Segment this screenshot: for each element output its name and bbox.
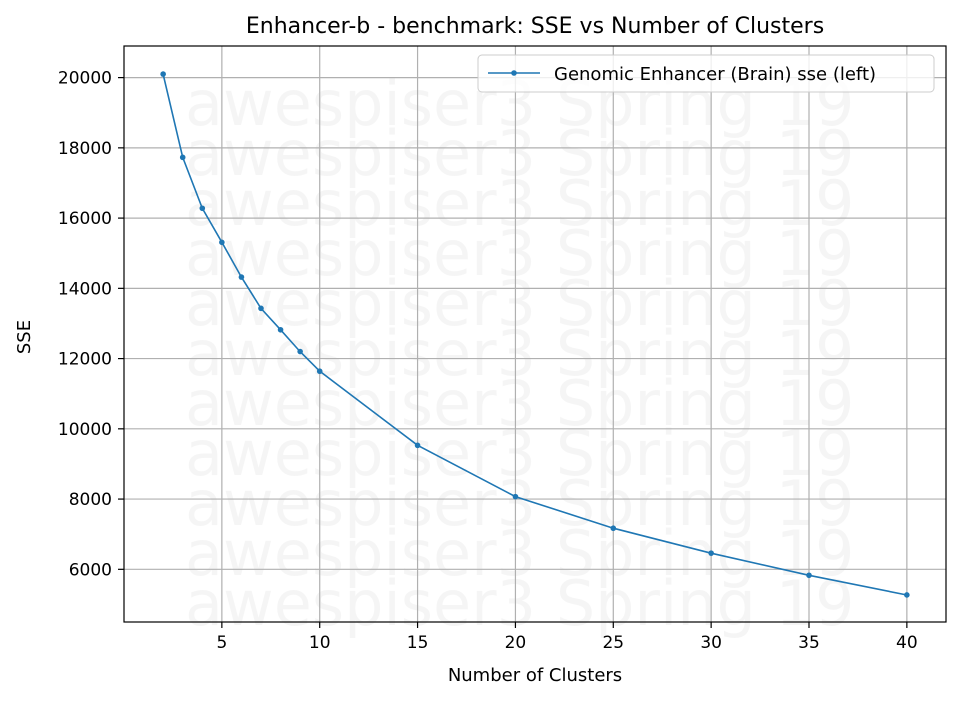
- y-tick-label: 10000: [58, 420, 112, 440]
- y-axis-label: SSE: [14, 320, 35, 354]
- legend-box: [477, 54, 935, 93]
- data-point: [708, 550, 714, 556]
- watermark-text: awespiser3 Spring 19: [185, 217, 855, 290]
- x-tick-label: 25: [602, 633, 624, 653]
- chart-title: Enhancer-b - benchmark: SSE vs Number of…: [246, 14, 824, 39]
- x-axis-label: Number of Clusters: [448, 665, 622, 686]
- data-point: [297, 348, 303, 355]
- legend-label: Genomic Enhancer (Brain) sse (left): [554, 64, 876, 85]
- watermark-text: awespiser3 Spring 19: [185, 367, 855, 440]
- x-tick-label: 40: [896, 633, 918, 653]
- data-point: [219, 239, 225, 246]
- data-point: [610, 525, 617, 532]
- data-point: [160, 71, 166, 77]
- y-tick-label: 20000: [58, 69, 112, 89]
- x-tick-label: 20: [505, 633, 527, 653]
- y-tick-label: 18000: [58, 139, 112, 159]
- x-tick-label: 15: [407, 633, 429, 653]
- watermark-text: awespiser3 Spring 19: [185, 317, 855, 390]
- data-point: [414, 442, 421, 449]
- data-point: [904, 592, 910, 598]
- watermark-text: awespiser3 Spring 19: [185, 167, 855, 240]
- plot-frame: [123, 45, 947, 623]
- legend-point-marker: [511, 70, 517, 76]
- y-tick-label: 8000: [69, 490, 112, 510]
- x-tick-label: 10: [309, 633, 331, 653]
- series-layer: [160, 71, 910, 598]
- x-tick-label: 5: [216, 633, 227, 653]
- y-axis-ticks: 6000 8000 10000 12000 14000 16000 18000 20000: [58, 69, 124, 580]
- data-point: [238, 274, 245, 280]
- watermark-text: awespiser3 Spring 19: [185, 517, 855, 590]
- x-tick-label: 35: [798, 633, 820, 653]
- data-point: [258, 305, 264, 312]
- legend: Genomic Enhancer (Brain) sse (left): [477, 54, 935, 93]
- x-axis-ticks: 5 10 15 20 25 30 35 40: [216, 622, 918, 653]
- x-tick-label: 30: [700, 633, 722, 653]
- data-point: [316, 368, 323, 375]
- y-tick-label: 12000: [58, 350, 112, 370]
- y-tick-label: 16000: [58, 209, 112, 229]
- y-tick-label: 6000: [69, 560, 112, 580]
- data-point: [806, 572, 812, 579]
- data-point: [277, 326, 284, 333]
- watermark-text: awespiser3 Spring 19: [185, 567, 855, 640]
- watermark-text: awespiser3 Spring 19: [185, 117, 855, 190]
- watermark-text: awespiser3 Spring 19: [185, 467, 855, 540]
- data-point: [199, 205, 206, 212]
- data-point: [512, 493, 519, 500]
- watermark-text: awespiser3 Spring 19: [185, 267, 855, 340]
- y-tick-label: 14000: [58, 279, 112, 299]
- data-point: [179, 154, 186, 161]
